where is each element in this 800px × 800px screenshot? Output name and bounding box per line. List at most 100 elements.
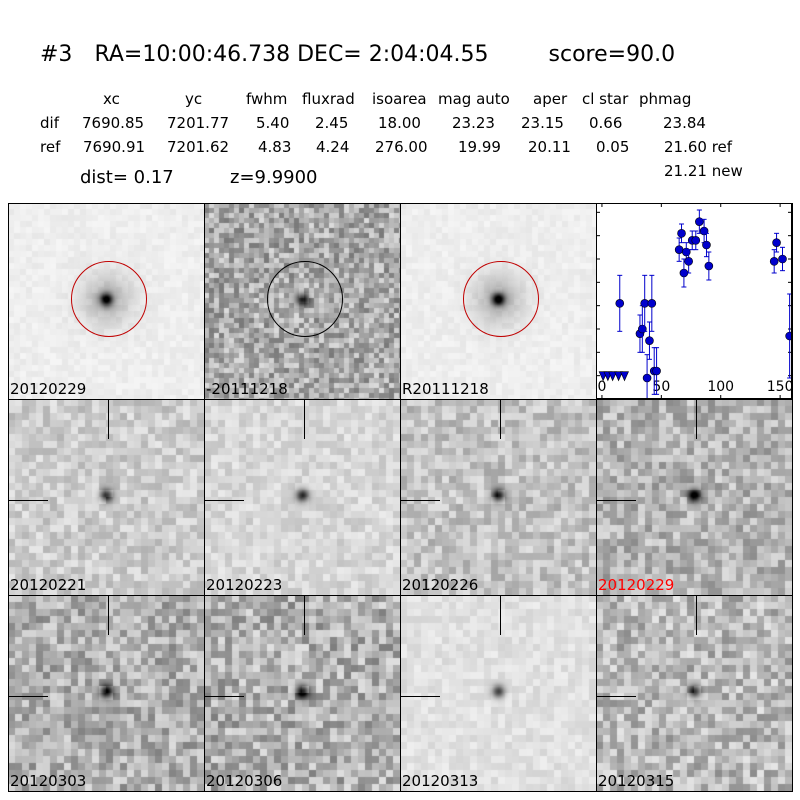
col-header-phmag: phmag (639, 90, 692, 108)
cutout-date-label: 20120223 (206, 576, 283, 594)
aperture-circle (463, 261, 539, 337)
crosshair-tick-vertical (108, 399, 109, 439)
data-point (702, 240, 711, 250)
phmag-new: 21.21 new (664, 162, 743, 180)
data-point (642, 373, 652, 383)
plot-background (596, 203, 792, 399)
data-point (645, 336, 654, 345)
data-point (677, 229, 686, 238)
cutout-date-label: -20111218 (206, 380, 288, 398)
table-cell: 7690.85 (82, 114, 145, 132)
table-cell: 0.05 (596, 138, 630, 156)
cutout-image (596, 399, 792, 595)
table-cell: 4.83 (258, 138, 292, 156)
cutout-panel: 20120229 (8, 203, 204, 399)
table-cell: 21.60 ref (664, 138, 733, 156)
col-header-xc: xc (103, 90, 120, 108)
crosshair-tick-vertical (304, 399, 305, 439)
table-cell: 18.00 (378, 114, 421, 132)
cutout-date-label: 20120313 (402, 772, 479, 790)
crosshair-tick-vertical (696, 595, 697, 635)
crosshair-tick-horizontal (596, 696, 636, 697)
x-tick-label: 100 (707, 379, 734, 395)
crosshair-tick-vertical (108, 595, 109, 635)
table-cell: 23.15 (521, 114, 564, 132)
table-cell: 23.23 (452, 114, 495, 132)
cutout-panel: R20111218 (400, 203, 596, 399)
table-cell: 0.66 (589, 114, 623, 132)
redshift-value: z=9.9900 (230, 167, 318, 188)
cutout-image (8, 399, 204, 595)
crosshair-tick-vertical (696, 399, 697, 439)
col-header-isoarea: isoarea (372, 90, 427, 108)
table-cell: 23.84 (663, 114, 706, 132)
crosshair-tick-horizontal (204, 500, 244, 501)
table-cell: 20.11 (528, 138, 571, 156)
row-label-ref: ref (40, 138, 61, 156)
cutout-date-label: 20120221 (10, 576, 87, 594)
col-header-fluxrad: fluxrad (302, 90, 355, 108)
crosshair-tick-horizontal (204, 696, 244, 697)
upper-limit-marker (608, 371, 618, 382)
table-cell: 2.45 (315, 114, 349, 132)
col-header-cl-star: cl star (582, 90, 629, 108)
cutout-image (400, 595, 596, 791)
data-point (772, 238, 781, 247)
data-point (785, 331, 792, 341)
light-curve-chart: 22.022.523.023.524.024.525.025.526.00501… (596, 203, 792, 399)
data-point (652, 366, 661, 376)
data-point (691, 236, 701, 245)
cutout-panel: 20120306 (204, 595, 400, 791)
cutout-date-label: R20111218 (402, 380, 489, 398)
data-point (778, 254, 787, 264)
cutout-date-label: 20120226 (402, 576, 479, 594)
cutout-image (8, 595, 204, 791)
crosshair-tick-horizontal (8, 500, 48, 501)
data-point (704, 261, 714, 271)
data-point (647, 299, 657, 308)
crosshair-tick-vertical (500, 399, 501, 439)
candidate-coordinates: RA=10:00:46.738 DEC= 2:04:04.55 (94, 42, 489, 67)
crosshair-tick-vertical (500, 595, 501, 635)
col-header-aper: aper (533, 90, 568, 108)
candidate-score: score=90.0 (548, 42, 676, 67)
data-point (695, 217, 704, 226)
cutout-panel: 20120315 (596, 595, 792, 791)
upper-limit-marker (614, 371, 624, 382)
crosshair-tick-horizontal (8, 696, 48, 697)
cutout-date-label: 20120229 (598, 576, 675, 594)
crosshair-tick-horizontal (596, 500, 636, 501)
cutout-date-label: 20120306 (206, 772, 283, 790)
data-point (615, 299, 625, 308)
cutout-panel: 20120303 (8, 595, 204, 791)
data-point (640, 299, 650, 308)
table-cell: 4.24 (316, 138, 350, 156)
cutout-panel: 20120221 (8, 399, 204, 595)
plot-frame (596, 203, 792, 399)
cutout-panel: 20120313 (400, 595, 596, 791)
cutout-date-label: 20120229 (10, 380, 87, 398)
cutout-image (400, 399, 596, 595)
table-cell: 7690.91 (83, 138, 146, 156)
cutout-panel: 20120229 (596, 399, 792, 595)
aperture-circle (267, 261, 343, 337)
data-point (674, 245, 684, 254)
cutout-image (596, 595, 792, 791)
data-point (684, 257, 693, 266)
col-header-mag-auto: mag auto (438, 90, 510, 108)
aperture-circle (71, 261, 147, 337)
candidate-id: #3 (40, 42, 73, 67)
table-cell: 5.40 (256, 114, 290, 132)
crosshair-tick-horizontal (400, 696, 440, 697)
table-cell: 19.99 (458, 138, 501, 156)
x-tick-label: 150 (767, 379, 792, 395)
candidate-title: #3 RA=10:00:46.738 DEC= 2:04:04.55 score=9… (40, 42, 675, 67)
col-header-fwhm: fwhm (246, 90, 288, 108)
cutout-panel: -20111218 (204, 203, 400, 399)
x-tick-label: 0 (597, 379, 606, 395)
crosshair-tick-horizontal (400, 500, 440, 501)
table-cell: 276.00 (375, 138, 428, 156)
cutout-date-label: 20120303 (10, 772, 87, 790)
table-cell: 7201.62 (167, 138, 230, 156)
cutout-panel: 20120223 (204, 399, 400, 595)
